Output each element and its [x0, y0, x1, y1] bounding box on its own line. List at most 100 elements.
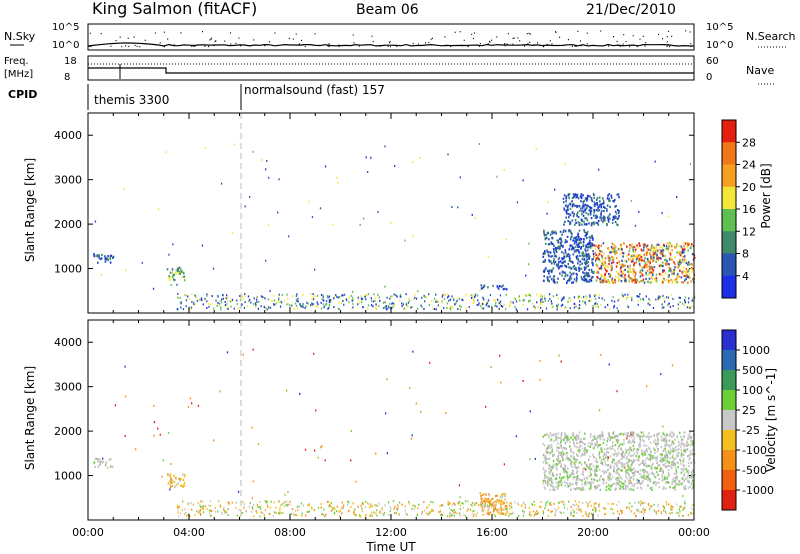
data-cell	[663, 438, 665, 441]
data-cell	[673, 271, 675, 274]
ground-scatter-cell	[537, 306, 539, 309]
ground-scatter-cell	[320, 502, 322, 505]
data-cell	[654, 476, 657, 479]
ground-scatter-cell	[424, 300, 426, 303]
ground-scatter-cell	[262, 512, 264, 515]
data-cell	[576, 249, 579, 252]
data-cell	[593, 255, 595, 258]
ground-scatter-cell	[225, 511, 227, 514]
data-cell	[662, 457, 664, 460]
data-cell	[632, 434, 635, 437]
data-cell	[654, 251, 657, 254]
data-cell	[596, 270, 599, 273]
data-cell	[607, 475, 609, 478]
sparse-cell	[630, 433, 632, 436]
data-cell	[595, 457, 597, 460]
data-cell	[668, 245, 670, 248]
data-cell	[654, 439, 656, 442]
data-cell	[573, 204, 576, 207]
ground-scatter-cell	[246, 305, 249, 308]
ground-scatter-cell	[379, 299, 381, 302]
data-cell	[579, 478, 582, 481]
ground-scatter-cell	[498, 302, 500, 305]
ground-scatter-cell	[373, 293, 375, 296]
data-cell	[584, 209, 587, 212]
ground-scatter-cell	[407, 305, 409, 308]
data-cell	[642, 274, 644, 277]
data-cell	[585, 273, 588, 276]
ground-scatter-cell	[271, 300, 273, 302]
data-cell	[585, 198, 587, 201]
ground-scatter-cell	[622, 296, 624, 299]
ground-scatter-cell	[423, 307, 425, 310]
data-cell	[542, 435, 545, 438]
data-cell	[667, 450, 670, 453]
data-cell	[543, 279, 545, 282]
data-cell	[608, 476, 610, 479]
ground-scatter-cell	[541, 297, 543, 300]
ground-scatter-cell	[505, 293, 507, 296]
data-cell	[646, 475, 648, 478]
ground-scatter-cell	[482, 303, 485, 306]
data-cell	[626, 254, 628, 257]
data-cell	[618, 468, 621, 471]
ground-scatter-cell	[406, 513, 408, 516]
data-cell	[112, 256, 114, 259]
data-cell	[169, 276, 172, 279]
data-cell	[677, 263, 680, 266]
data-cell	[673, 472, 676, 475]
data-cell	[583, 451, 586, 454]
data-cell	[655, 260, 657, 263]
ground-scatter-cell	[639, 510, 641, 513]
data-cell	[678, 480, 680, 483]
data-cell	[614, 281, 616, 284]
ground-scatter-cell	[323, 508, 325, 511]
data-cell	[666, 247, 669, 250]
ground-scatter-cell	[219, 504, 221, 507]
ground-scatter-cell	[510, 301, 512, 304]
data-cell	[581, 205, 584, 208]
ground-scatter-cell	[637, 508, 639, 511]
data-cell	[560, 238, 562, 241]
ground-scatter-cell	[214, 510, 217, 513]
data-cell	[605, 488, 608, 492]
data-cell	[562, 453, 564, 457]
ground-scatter-cell	[639, 293, 641, 296]
ground-scatter-cell	[542, 301, 544, 303]
ground-scatter-cell	[691, 305, 693, 308]
data-cell	[609, 464, 612, 467]
data-cell	[598, 468, 601, 471]
data-cell	[611, 436, 613, 439]
ground-scatter-cell	[618, 297, 620, 300]
ground-scatter-cell	[602, 506, 605, 509]
data-cell	[570, 455, 572, 458]
data-cell	[665, 487, 667, 490]
data-cell	[630, 270, 633, 274]
ground-scatter-cell	[672, 305, 674, 307]
data-cell	[627, 267, 629, 270]
ground-scatter-cell	[285, 504, 287, 506]
data-cell	[597, 206, 599, 209]
ground-scatter-cell	[588, 512, 590, 515]
ground-scatter-cell	[204, 505, 206, 508]
sparse-cell	[233, 143, 236, 146]
sparse-cell	[135, 448, 137, 451]
data-cell	[629, 244, 631, 247]
data-cell	[179, 272, 181, 275]
data-cell	[568, 254, 571, 257]
data-cell	[604, 260, 606, 263]
data-cell	[674, 448, 676, 451]
ground-scatter-cell	[544, 507, 546, 510]
ground-scatter-cell	[560, 299, 563, 302]
ground-scatter-cell	[333, 511, 336, 514]
ground-scatter-cell	[273, 501, 275, 504]
x-tick-label: 12:00	[375, 526, 407, 539]
ground-scatter-cell	[648, 504, 650, 507]
data-cell	[577, 235, 580, 238]
data-cell	[634, 255, 636, 258]
nsearch-dot	[513, 37, 515, 39]
data-cell	[639, 436, 641, 439]
data-cell	[617, 279, 620, 282]
ground-scatter-cell	[481, 307, 483, 310]
data-cell	[600, 217, 603, 220]
